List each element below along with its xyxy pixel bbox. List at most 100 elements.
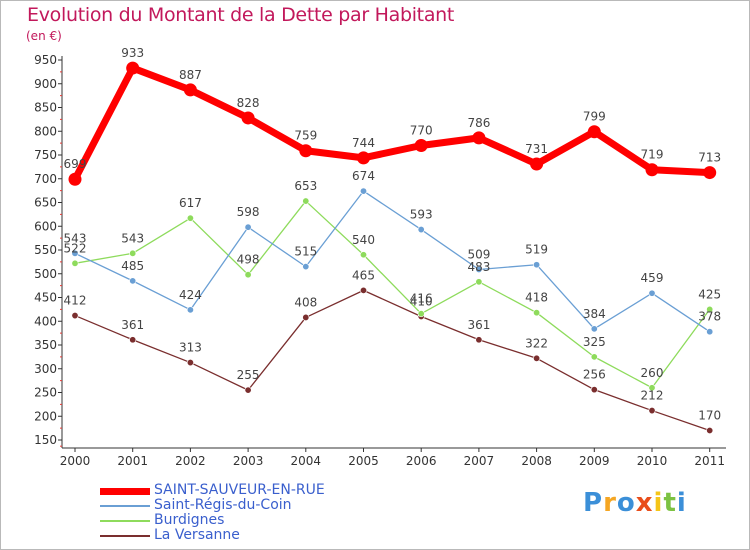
data-point [186, 214, 194, 222]
data-point [129, 277, 137, 285]
data-point [590, 386, 598, 394]
data-label: 828 [237, 96, 260, 110]
data-label: 540 [352, 233, 375, 247]
y-tick-label: 850 [34, 101, 57, 115]
data-point [706, 305, 714, 313]
data-point [533, 261, 541, 269]
data-label: 509 [467, 247, 490, 261]
x-tick-label: 2011 [694, 454, 725, 468]
data-point [703, 166, 717, 180]
data-point [357, 151, 370, 165]
data-label: 410 [410, 295, 433, 309]
data-label: 543 [121, 231, 144, 245]
series-line [74, 200, 711, 389]
data-point [475, 265, 483, 273]
x-tick-label: 2003 [233, 454, 264, 468]
data-point [244, 386, 252, 394]
x-tick-label: 2008 [521, 454, 552, 468]
y-tick-label: 200 [34, 409, 57, 423]
data-label: 465 [352, 268, 375, 282]
data-label: 519 [525, 243, 548, 257]
chart-unit: (en €) [26, 29, 62, 43]
data-label: 483 [467, 260, 490, 274]
data-label: 593 [410, 208, 433, 222]
data-point [533, 309, 541, 317]
y-tick-label: 450 [34, 291, 57, 305]
y-tick-label: 500 [34, 267, 57, 281]
legend-swatch [100, 520, 150, 522]
data-point [129, 249, 137, 257]
y-tick-label: 400 [34, 314, 57, 328]
y-tick-label: 700 [34, 172, 57, 186]
data-label: 384 [583, 307, 606, 321]
data-label: 313 [179, 341, 202, 355]
data-point [302, 263, 310, 271]
data-point [71, 249, 79, 257]
data-point [706, 426, 714, 434]
data-label: 759 [294, 129, 317, 143]
x-tick-label: 2001 [117, 454, 148, 468]
data-label: 515 [294, 245, 317, 259]
logo-letter: t [663, 488, 677, 518]
data-label: 416 [410, 292, 433, 306]
data-label: 770 [410, 124, 433, 138]
data-point [530, 157, 544, 171]
legend-label: La Versanne [154, 527, 240, 543]
data-point [417, 310, 425, 318]
data-point [533, 354, 541, 362]
data-point [359, 187, 367, 195]
data-point [645, 163, 659, 177]
data-label: 744 [352, 136, 375, 150]
data-point [359, 286, 367, 294]
data-label: 412 [64, 294, 87, 308]
logo-letter: i [676, 488, 687, 518]
legend-label: SAINT-SAUVEUR-EN-RUE [154, 482, 325, 498]
proxiti-logo: Proxiti [583, 488, 687, 518]
data-label: 522 [64, 241, 87, 255]
data-point [299, 144, 313, 158]
data-point [186, 306, 194, 314]
data-point [359, 251, 367, 259]
data-point [126, 61, 140, 75]
data-label: 378 [698, 310, 721, 324]
y-tick-label: 550 [34, 243, 57, 257]
x-tick-label: 2002 [175, 454, 206, 468]
x-tick-label: 2005 [348, 454, 379, 468]
data-label: 731 [525, 142, 548, 156]
logo-letter: o [616, 488, 636, 518]
data-label: 425 [698, 287, 721, 301]
x-tick-label: 2010 [637, 454, 668, 468]
y-tick-label: 750 [34, 148, 57, 162]
legend-swatch [100, 488, 150, 495]
y-tick-label: 150 [34, 433, 57, 447]
data-label: 322 [525, 336, 548, 350]
series-line [71, 64, 714, 183]
series-line [74, 190, 711, 333]
x-tick-label: 2007 [464, 454, 495, 468]
data-label: 256 [583, 368, 606, 382]
x-tick-label: 2009 [579, 454, 610, 468]
data-point [475, 278, 483, 286]
data-point [590, 325, 598, 333]
data-point [71, 312, 79, 320]
data-label: 212 [641, 389, 664, 403]
y-tick-label: 650 [34, 196, 57, 210]
data-point [244, 223, 252, 231]
data-point [648, 407, 656, 415]
data-label: 408 [294, 295, 317, 309]
data-point [587, 125, 601, 139]
data-label: 424 [179, 288, 202, 302]
data-label: 598 [237, 205, 260, 219]
logo-letter: P [583, 488, 604, 518]
logo-letter: x [635, 488, 654, 518]
data-point [241, 111, 255, 125]
data-label: 713 [698, 151, 721, 165]
legend-swatch [100, 535, 150, 537]
data-point [417, 226, 425, 234]
legend-label: Saint-Régis-du-Coin [154, 497, 292, 513]
data-label: 617 [179, 196, 202, 210]
data-point [71, 259, 79, 267]
data-point [129, 336, 137, 344]
